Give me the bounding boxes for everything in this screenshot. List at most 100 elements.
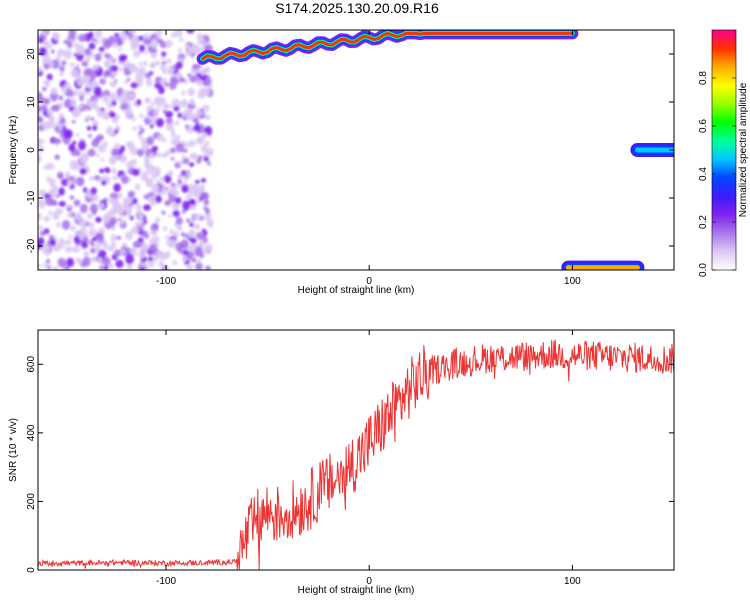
noise-blob [198,136,205,143]
noise-blob [152,107,160,114]
noise-blob [91,242,95,247]
noise-blob [129,146,138,156]
noise-blob [110,71,118,77]
noise-blob [39,230,46,236]
noise-blob [185,49,193,57]
noise-blob [127,92,135,99]
noise-blob [173,231,179,238]
snr-axes: -100 0 100 0 200 400 600 [26,330,674,587]
colorbar-tick-label: 0.6 [698,119,709,133]
noise-blob [175,61,183,70]
noise-blob [204,211,212,221]
noise-blob [140,242,149,251]
noise-blob [187,247,192,252]
noise-blob [162,152,168,159]
noise-blob [122,60,131,69]
noise-blob [189,198,196,206]
noise-blob [38,198,43,202]
noise-blob [65,246,73,253]
noise-blob [194,179,200,185]
noise-blob [159,176,165,182]
noise-blob [204,140,210,147]
noise-blob [164,200,171,207]
noise-blob [182,111,187,118]
noise-blob [80,226,87,234]
noise-blob [200,178,207,183]
noise-blob [141,262,146,268]
noise-blob [49,188,57,197]
noise-blob [181,209,186,214]
noise-blob [78,140,87,151]
noise-blob [114,155,120,160]
noise-blob [150,101,155,107]
noise-blob [166,239,173,247]
spectrogram-ridge [196,30,579,65]
noise-blob [151,222,159,231]
noise-blob [202,132,209,138]
noise-blob [134,183,141,191]
noise-blob [201,228,206,233]
noise-blob [58,187,65,196]
colorbar-ticks: 0.0 0.2 0.4 0.6 0.8 [698,71,736,277]
noise-blob [149,243,158,253]
noise-blob [93,64,99,71]
noise-blob [102,243,109,250]
noise-blob [109,92,118,102]
noise-blob [199,241,204,248]
noise-blob [69,159,79,171]
noise-blob [129,215,134,221]
noise-blob [142,204,151,211]
noise-blob [184,124,189,130]
noise-blob [168,184,178,195]
noise-blob [56,171,64,180]
noise-blob [78,104,83,110]
noise-blob [91,37,97,42]
noise-blob [94,30,103,39]
noise-blob [109,111,117,118]
noise-blob [55,194,60,199]
noise-blob [82,187,88,193]
noise-blob [95,216,102,223]
snr-background [38,330,674,570]
noise-blob [67,179,73,186]
noise-blob [46,107,54,116]
noise-blob [149,152,156,159]
noise-blob [128,141,135,148]
noise-blob [138,113,144,118]
noise-blob [80,152,89,161]
noise-blob [117,192,123,199]
noise-blob [108,262,114,269]
noise-blob [79,162,84,166]
noise-blob [99,168,105,174]
noise-blob [206,161,211,166]
noise-blob [151,145,159,152]
noise-blob [102,94,110,103]
noise-blob [170,132,177,138]
noise-blob [203,199,210,206]
noise-blob [41,243,50,250]
noise-blob [91,197,97,202]
noise-blob [151,184,160,193]
noise-blob [124,231,134,241]
noise-blob [162,103,170,110]
noise-blob [73,89,79,96]
noise-blob [201,192,210,200]
noise-blob [188,230,195,238]
noise-blob [177,248,183,253]
noise-blob [193,213,202,220]
noise-blob [193,123,201,132]
noise-blob [64,265,70,270]
noise-blob [170,157,175,161]
noise-blob [200,68,207,76]
colorbar-tick-label: 0.4 [698,167,709,181]
noise-blob [89,175,95,181]
noise-blob [143,38,152,45]
noise-blob [186,171,191,177]
noise-blob [155,250,164,259]
noise-blob [38,137,43,145]
noise-blob [74,42,79,49]
noise-blob [166,65,175,76]
noise-blob [70,69,79,78]
noise-blob [145,78,153,87]
noise-blob [177,112,183,118]
